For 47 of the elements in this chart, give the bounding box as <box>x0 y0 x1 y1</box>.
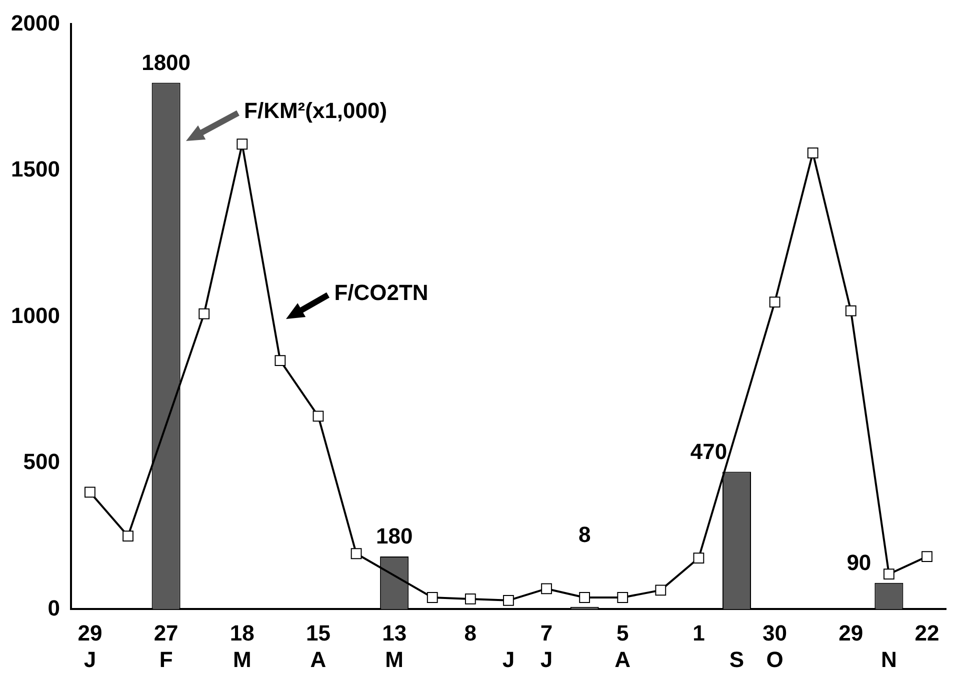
point <box>769 296 780 308</box>
legend-label: F/CO2TN <box>334 278 428 307</box>
x-tick-label: 1 <box>692 620 705 646</box>
x-tick-label: 30 O <box>762 620 788 672</box>
data-label: 90 <box>846 550 872 575</box>
point <box>845 305 856 316</box>
x-tick-label: 18 M <box>230 620 254 672</box>
data-label: 8 <box>578 522 591 547</box>
y-tick-label: 0 <box>48 595 60 620</box>
legend-label: F/KM²(x1,000) <box>244 96 388 125</box>
x-tick-label: 22 <box>914 620 940 646</box>
point <box>122 530 134 542</box>
x-tick-label: 29 <box>838 620 864 646</box>
point <box>312 410 324 422</box>
y-tick-label: 500 <box>23 449 60 474</box>
data-label: 1800 <box>142 50 191 75</box>
y-tick-label: 1500 <box>10 156 60 182</box>
x-tick-label: 27 F <box>154 620 178 672</box>
point <box>922 551 932 562</box>
point <box>579 592 590 603</box>
data-label: 180 <box>376 524 413 549</box>
point <box>350 548 362 560</box>
x-tick-label: 5 A <box>614 620 631 672</box>
y-tick-label: 2000 <box>10 10 60 36</box>
x-tick-label: S <box>729 646 744 672</box>
point <box>693 552 704 564</box>
point <box>883 568 894 580</box>
data-label: 470 <box>690 438 728 464</box>
point <box>464 594 476 604</box>
x-tick-label: 8 <box>464 620 477 646</box>
point <box>655 584 666 596</box>
x-tick-label: 7 J <box>540 620 553 672</box>
point <box>198 308 210 320</box>
x-tick-label: J <box>502 646 515 672</box>
point <box>84 486 96 498</box>
point <box>807 147 818 158</box>
x-tick-label: 13 M <box>382 620 407 672</box>
point <box>426 592 438 603</box>
y-tick-label: 1000 <box>10 302 60 328</box>
point <box>541 583 552 594</box>
point <box>617 592 628 603</box>
point <box>503 594 514 606</box>
point <box>274 355 286 366</box>
x-tick-label: N <box>880 646 897 672</box>
x-tick-label: 15 A <box>306 620 330 672</box>
x-tick-label: 29 J <box>78 620 102 672</box>
point <box>236 138 248 150</box>
